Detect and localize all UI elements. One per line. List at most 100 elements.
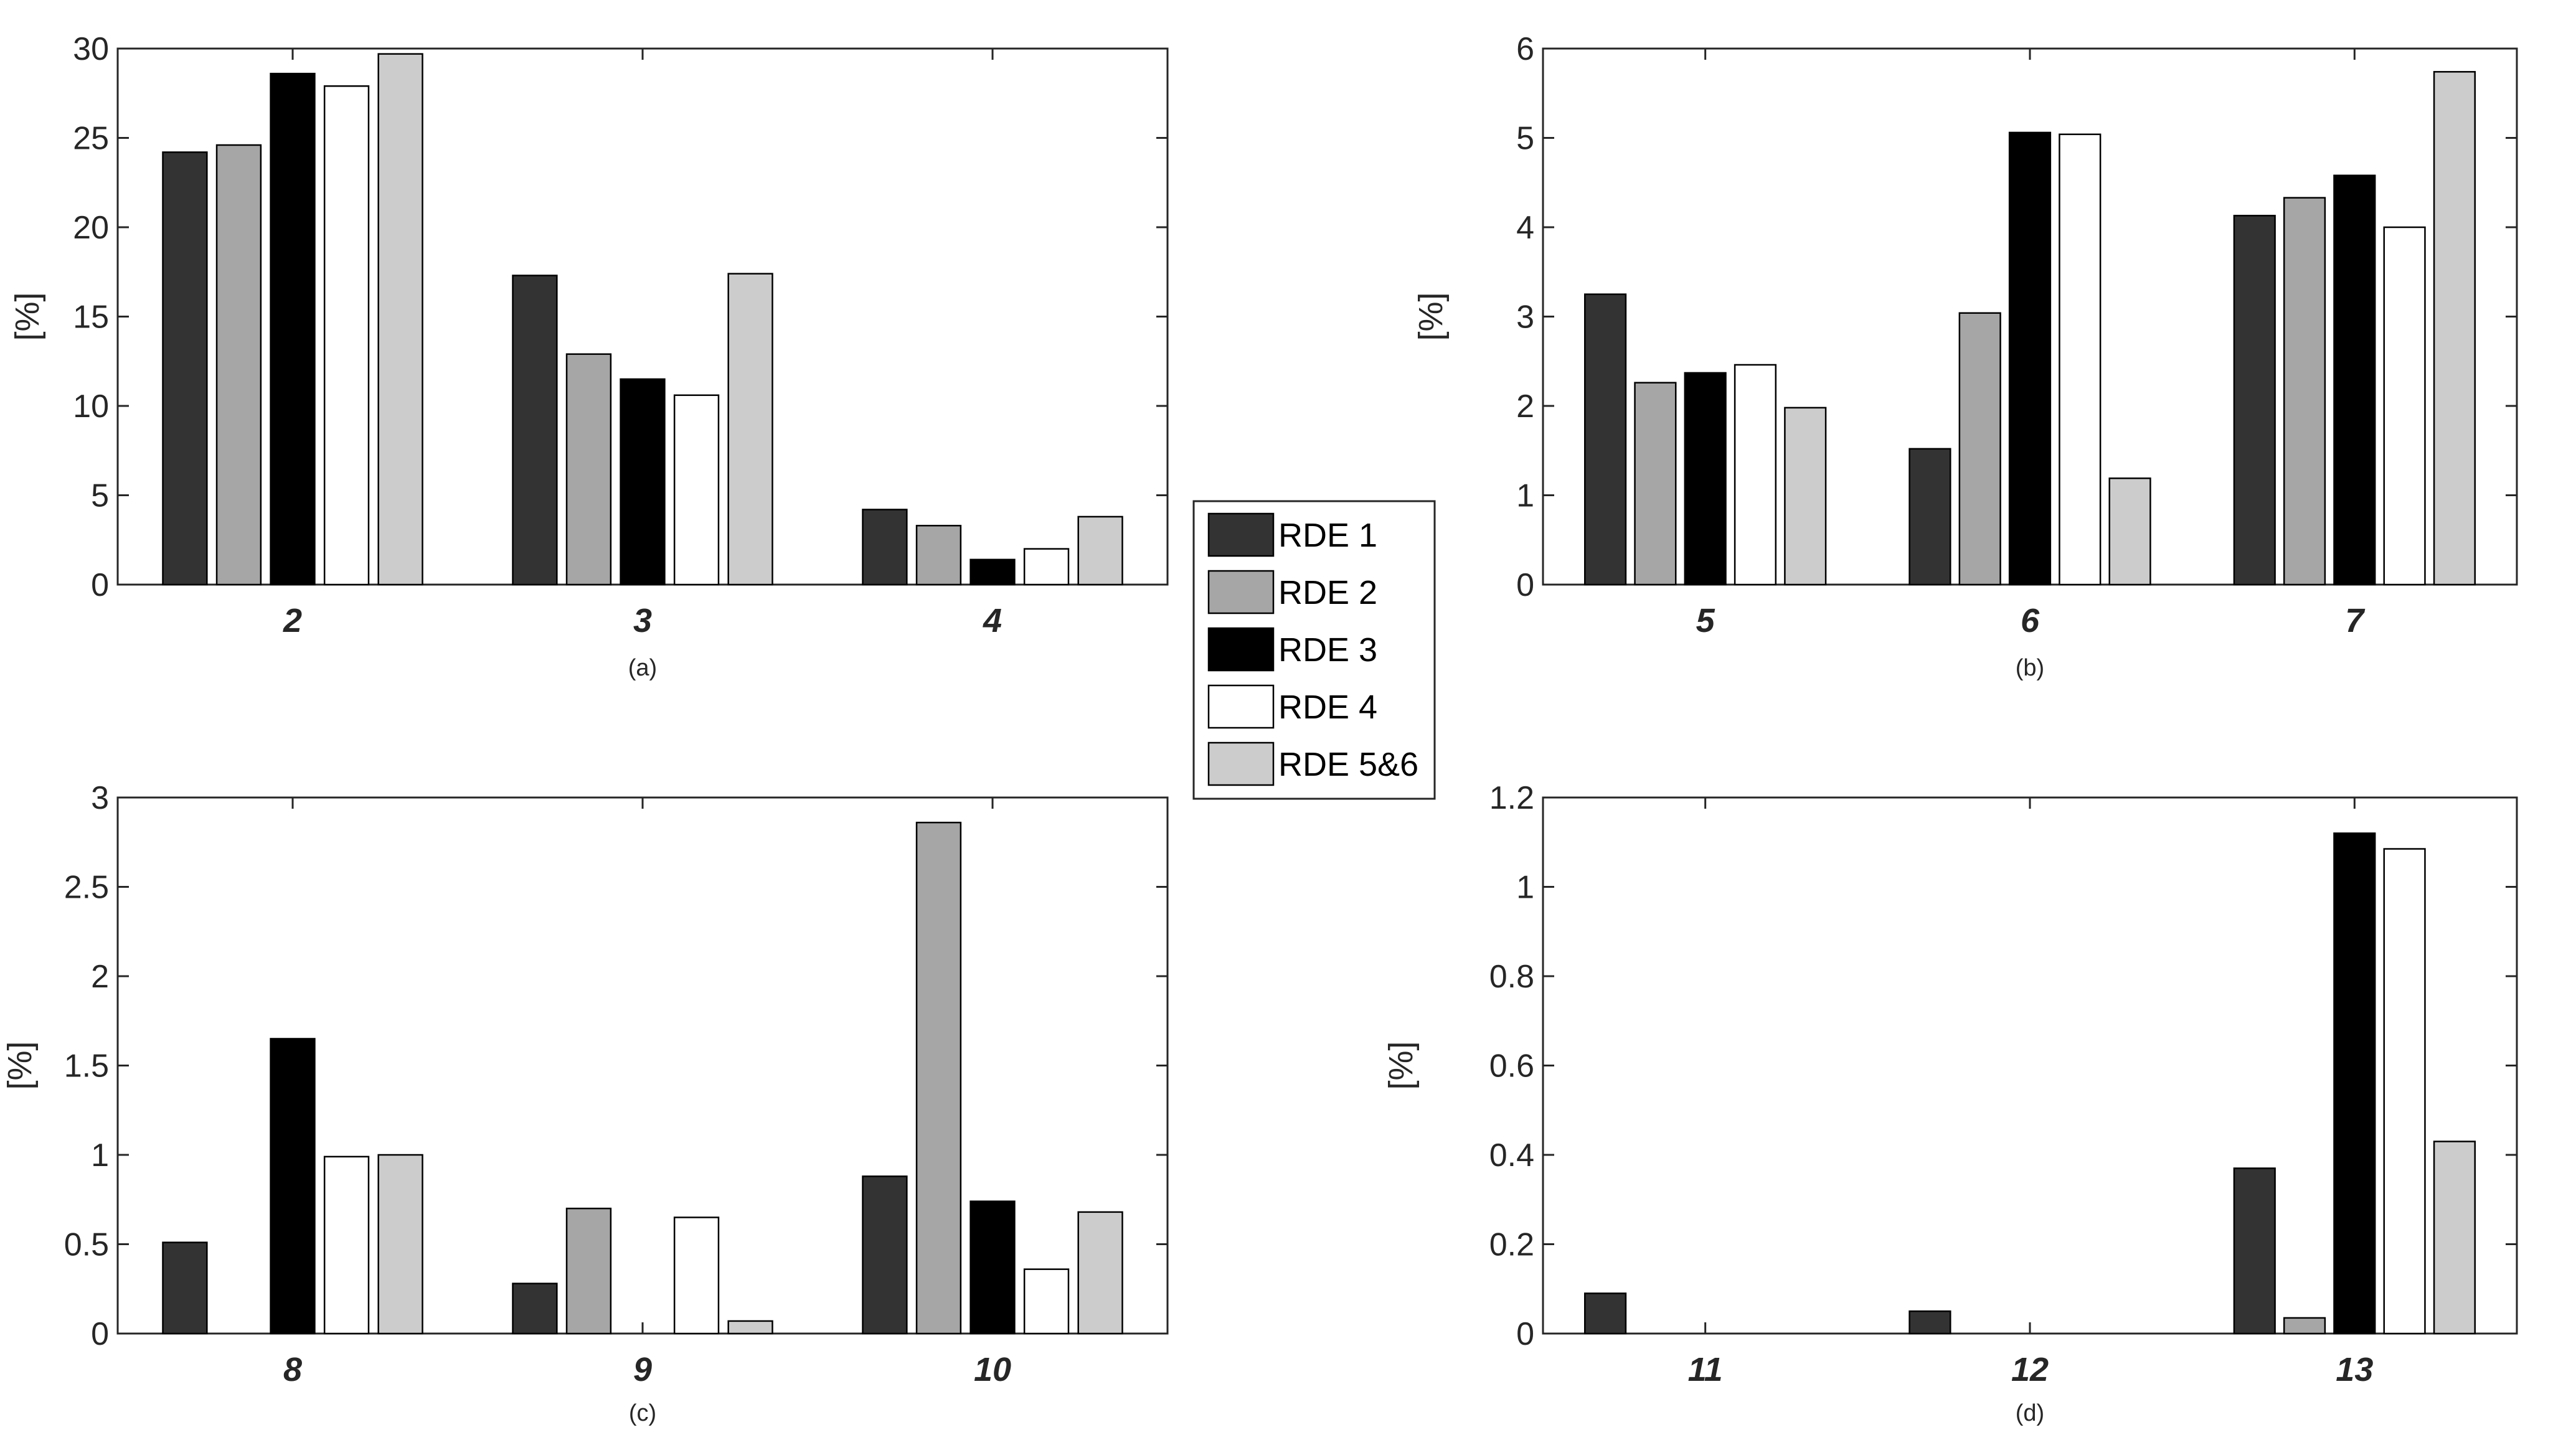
bar-rde-1 [162, 151, 208, 586]
x-category-label: 11 [1688, 1351, 1723, 1388]
y-tick-label: 0 [91, 1316, 109, 1352]
legend-label: RDE 1 [1278, 517, 1377, 554]
bar-rde-2 [1958, 312, 2001, 586]
y-tick-label: 6 [1516, 31, 1534, 67]
y-tick-label: 0 [91, 567, 109, 603]
bar-rde-1 [2233, 1167, 2276, 1335]
bar-rde-5-6 [1077, 515, 1123, 586]
bar-rde-2 [915, 525, 962, 586]
y-tick-label: 0 [1516, 1316, 1534, 1352]
bar-rde-2 [565, 353, 612, 586]
bar-rde-1 [512, 1282, 558, 1335]
bar-rde-4 [323, 1155, 370, 1335]
bar-rde-1 [162, 1241, 208, 1335]
bar-rde-4 [673, 1216, 720, 1335]
chart-panel-2: 0 1 2 3 4 5 6 5 6 7 [%] (b) [1412, 31, 2518, 681]
bar-rde-4 [673, 394, 720, 586]
legend-swatch [1207, 627, 1275, 672]
bar-rde-4 [2383, 848, 2426, 1335]
x-category-label: 12 [2011, 1351, 2049, 1388]
bar-rde-5-6 [2433, 71, 2476, 586]
bar-rde-5-6 [2108, 477, 2151, 586]
y-tick-label: 1.2 [1489, 780, 1534, 816]
x-category-label: 7 [2345, 602, 2366, 639]
legend-label: RDE 2 [1278, 574, 1377, 611]
bar-rde-1 [1908, 1310, 1951, 1335]
x-category-label: 5 [1696, 602, 1715, 639]
y-axis-label: [%] [1382, 1041, 1420, 1089]
bar-rde-5-6 [1784, 407, 1827, 586]
y-tick-label: 10 [73, 388, 109, 425]
bar-rde-4 [1023, 1268, 1070, 1335]
bar-rde-2 [565, 1207, 612, 1335]
x-category-label: 8 [283, 1351, 302, 1388]
y-tick-label: 1 [91, 1137, 109, 1174]
chart-panel-1: 0 5 10 15 20 25 30 2 3 4 [%] (a) [9, 31, 1169, 681]
bar-rde-2 [215, 144, 262, 586]
bar-rde-4 [1734, 364, 1777, 586]
x-category-label: 10 [974, 1351, 1011, 1388]
bar-rde-1 [1584, 293, 1627, 586]
legend-label: RDE 5&6 [1278, 746, 1418, 783]
y-tick-label: 0.5 [64, 1227, 109, 1263]
x-category-label: 9 [633, 1351, 652, 1388]
bar-rde-2 [2283, 1317, 2326, 1335]
bar-rde-5-6 [727, 1320, 773, 1335]
y-tick-label: 0.2 [1489, 1227, 1534, 1263]
x-category-label: 3 [633, 602, 652, 639]
y-tick-label: 30 [73, 31, 109, 67]
y-tick-label: 2 [1516, 388, 1534, 425]
bar-rde-5-6 [377, 1154, 423, 1335]
legend-label: RDE 4 [1278, 689, 1377, 726]
x-category-label: 4 [983, 602, 1002, 639]
x-category-label: 13 [2336, 1351, 2373, 1388]
bar-rde-3 [1684, 372, 1727, 586]
panel-caption: (d) [2016, 1400, 2044, 1426]
y-tick-label: 0 [1516, 567, 1534, 603]
x-category-label: 6 [2021, 602, 2040, 639]
bar-rde-3 [2333, 174, 2376, 586]
bar-rde-4 [2383, 226, 2426, 586]
chart-panel-4: 0 0.2 0.4 0.6 0.8 1 1.2 11 12 13 [%] (d) [1382, 780, 2518, 1426]
bar-rde-1 [2233, 215, 2276, 586]
legend-swatch [1207, 570, 1275, 614]
bar-rde-4 [323, 85, 370, 586]
legend: RDE 1 RDE 2 RDE 3 RDE 4 RDE 5&6 [1192, 500, 1436, 800]
bar-rde-3 [270, 1038, 316, 1335]
bar-rde-3 [2333, 832, 2376, 1335]
bar-rde-2 [1634, 382, 1677, 586]
bar-rde-5-6 [2433, 1141, 2476, 1335]
bar-rde-3 [970, 1200, 1016, 1335]
bar-rde-5-6 [377, 53, 423, 586]
y-tick-label: 25 [73, 121, 109, 157]
y-tick-label: 1 [1516, 870, 1534, 906]
bar-rde-3 [620, 378, 666, 586]
bar-rde-1 [862, 1175, 908, 1335]
y-tick-label: 15 [73, 299, 109, 336]
y-tick-label: 2 [91, 959, 109, 995]
bar-rde-1 [1584, 1292, 1627, 1335]
y-tick-label: 1 [1516, 478, 1534, 514]
bar-rde-1 [512, 275, 558, 586]
bar-rde-2 [2283, 197, 2326, 586]
panel-caption: (c) [629, 1400, 656, 1426]
bar-rde-1 [1908, 448, 1951, 586]
panel-caption: (a) [628, 655, 657, 681]
y-axis-label: [%] [1412, 292, 1450, 341]
chart-panel-3: 0 0.5 1 1.5 2 2.5 3 8 9 10 [%] (c) [1, 780, 1169, 1426]
y-tick-label: 3 [91, 780, 109, 816]
y-tick-label: 0.8 [1489, 959, 1534, 995]
y-tick-label: 1.5 [64, 1048, 109, 1085]
bar-rde-1 [862, 509, 908, 586]
legend-swatch [1207, 684, 1275, 729]
x-category-label: 2 [283, 602, 302, 639]
bar-rde-3 [270, 72, 316, 586]
y-tick-label: 0.4 [1489, 1137, 1534, 1174]
y-tick-label: 5 [1516, 121, 1534, 157]
bar-rde-5-6 [1077, 1211, 1123, 1335]
legend-swatch [1207, 741, 1275, 786]
y-tick-label: 20 [73, 210, 109, 246]
bar-rde-4 [1023, 548, 1070, 586]
